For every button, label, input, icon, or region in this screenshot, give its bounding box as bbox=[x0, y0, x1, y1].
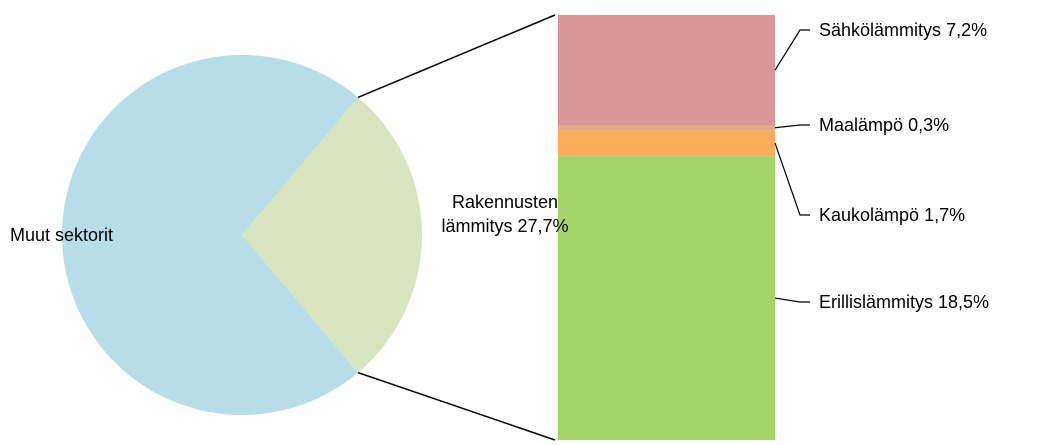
stack-segment bbox=[558, 125, 775, 131]
stack-label: Maalämpö 0,3% bbox=[819, 113, 949, 137]
leader-line bbox=[774, 29, 810, 71]
connector bbox=[357, 14, 556, 99]
stack-label-part: 18,5% bbox=[938, 292, 990, 312]
pie-slice bbox=[242, 97, 423, 373]
stack-label: Sähkölämmitys 7,2% bbox=[819, 18, 987, 42]
stack-label-part: 7,2% bbox=[946, 20, 988, 40]
pie-label-part: Muut sektorit bbox=[10, 225, 114, 245]
stack-label: Kaukolämpö 1,7% bbox=[819, 203, 965, 227]
stack-label-part: 0,3% bbox=[908, 115, 950, 135]
leader-line bbox=[774, 142, 810, 216]
stack-segment bbox=[558, 130, 775, 157]
stack-label-part: Maalämpö bbox=[819, 115, 904, 135]
pie-slice bbox=[62, 54, 359, 415]
connector bbox=[357, 371, 556, 441]
pie-label-part: 27,7% bbox=[517, 216, 569, 236]
pie-label: Rakennusten lämmitys 27,7% bbox=[440, 190, 570, 238]
pie-label: Muut sektorit bbox=[10, 223, 113, 247]
leader-line bbox=[774, 124, 810, 129]
stack-label-part: 1,7% bbox=[924, 205, 966, 225]
stack-segment bbox=[558, 15, 775, 126]
stack-label-part: Sähkölämmitys bbox=[819, 20, 942, 40]
stack-label: Erillislämmitys 18,5% bbox=[819, 290, 989, 314]
stack-segment bbox=[558, 156, 775, 441]
stack-label-part: Erillislämmitys bbox=[819, 292, 933, 312]
pie-label-part: Rakennusten lämmitys bbox=[441, 192, 559, 236]
stack-label-part: Kaukolämpö bbox=[819, 205, 920, 225]
leader-line bbox=[774, 297, 810, 303]
